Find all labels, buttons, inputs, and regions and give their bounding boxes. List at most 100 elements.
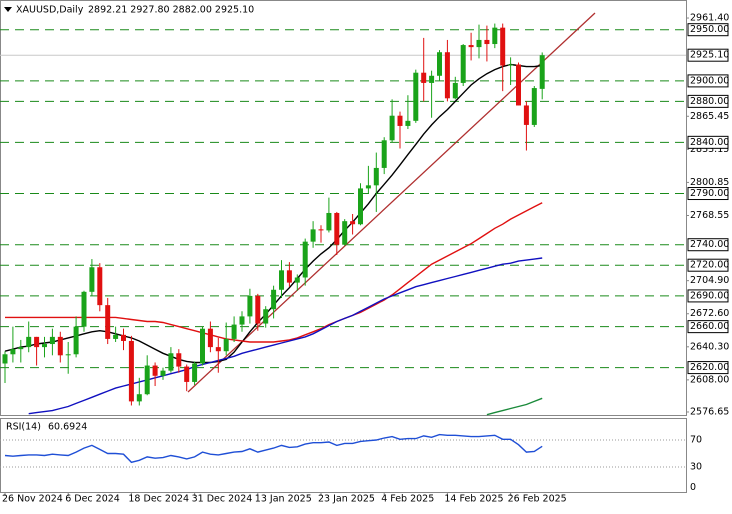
x-tick-label: 31 Dec 2024 xyxy=(192,494,253,505)
level-tag xyxy=(687,258,729,272)
rsi-value: 60.6924 xyxy=(48,422,87,433)
level-tag xyxy=(687,238,729,252)
candle-body xyxy=(492,27,498,45)
level-tag xyxy=(687,361,729,375)
level-tag xyxy=(687,320,729,334)
candle-body xyxy=(97,267,103,306)
candle-body xyxy=(460,45,466,83)
x-tick-label: 4 Feb 2025 xyxy=(381,494,434,505)
candle-body xyxy=(500,27,506,66)
candle-body xyxy=(105,305,111,339)
candle-body xyxy=(508,64,514,66)
x-tick-label: 26 Nov 2024 xyxy=(2,494,63,505)
y-tick-label: 2576.65 xyxy=(690,406,729,417)
level-tag xyxy=(687,187,729,201)
moving-average xyxy=(28,257,543,415)
candle-body xyxy=(437,52,442,76)
candle-body xyxy=(302,241,308,278)
candle-body xyxy=(215,347,221,352)
candle-body xyxy=(73,326,79,355)
x-tick-label: 13 Jan 2025 xyxy=(255,494,312,505)
moving-average xyxy=(486,397,543,416)
candle-body xyxy=(531,88,537,125)
candle-body xyxy=(200,328,205,364)
candle-body xyxy=(318,229,324,231)
rsi-tick-label: 0 xyxy=(690,482,696,493)
rsi-tick-label: 70 xyxy=(690,435,702,446)
current-price-tag xyxy=(687,48,729,62)
candle-body xyxy=(271,289,277,310)
level-label: 2740.00 xyxy=(690,239,729,250)
price-pane-frame xyxy=(0,0,687,416)
candle-body xyxy=(310,229,316,242)
candle-body xyxy=(42,344,47,348)
candle-body xyxy=(523,105,529,125)
candle-body xyxy=(468,45,474,48)
candle-body xyxy=(334,212,340,245)
candle-body xyxy=(10,349,16,355)
level-label: 2880.00 xyxy=(690,96,729,107)
y-tick-label: 2640.30 xyxy=(690,341,729,352)
candle-body xyxy=(57,336,63,356)
candle-body xyxy=(152,365,158,376)
level-label: 2900.00 xyxy=(690,75,729,86)
trend-line xyxy=(187,12,596,393)
candle-body xyxy=(255,295,261,324)
candle-body xyxy=(286,270,292,283)
x-tick-label: 23 Jan 2025 xyxy=(318,494,375,505)
candle-body xyxy=(350,221,356,225)
candle-body xyxy=(413,72,419,121)
candle-body xyxy=(421,72,427,83)
header-ohlc: 2892.21 2927.80 2882.00 2925.10 xyxy=(88,5,254,16)
candle-body xyxy=(326,212,332,231)
candle-body xyxy=(223,338,229,352)
candle-body xyxy=(168,353,174,371)
candle-body xyxy=(263,309,269,324)
candle-body xyxy=(231,324,237,339)
level-label: 2620.00 xyxy=(690,362,729,373)
candle-body xyxy=(373,167,379,186)
candle-body xyxy=(358,188,363,225)
candle-body xyxy=(65,354,71,356)
level-label: 2790.00 xyxy=(690,188,729,199)
candle-body xyxy=(2,354,8,364)
level-tag xyxy=(687,289,729,303)
candle-body xyxy=(381,140,387,168)
candle-body xyxy=(128,340,134,402)
candle-body xyxy=(539,55,545,89)
level-tag xyxy=(687,23,729,37)
y-tick-label: 2768.55 xyxy=(690,210,729,221)
candle-body xyxy=(113,334,119,339)
x-tick-label: 14 Feb 2025 xyxy=(444,494,503,505)
candle-body xyxy=(239,316,245,325)
candle-body xyxy=(247,295,253,317)
candle-body xyxy=(136,394,142,402)
level-tag xyxy=(687,74,729,88)
candle-body xyxy=(34,336,40,348)
candle-body xyxy=(49,336,55,345)
candle-body xyxy=(89,267,95,292)
candle-body xyxy=(342,221,348,245)
candle-body xyxy=(176,353,182,367)
level-label: 2660.00 xyxy=(690,321,729,332)
candle-body xyxy=(81,291,87,327)
level-tag xyxy=(687,94,729,108)
candle-body xyxy=(444,52,450,99)
level-label: 2690.00 xyxy=(690,290,729,301)
candle-body xyxy=(192,363,198,382)
candle-body xyxy=(207,328,213,348)
x-tick-label: 18 Dec 2024 xyxy=(128,494,189,505)
y-tick-label: 2833.15 xyxy=(690,144,729,155)
under-layer xyxy=(0,29,686,369)
candle-body xyxy=(476,39,482,48)
current-price-label: 2925.10 xyxy=(690,50,729,61)
level-label: 2720.00 xyxy=(690,260,729,271)
x-tick-label: 26 Feb 2025 xyxy=(508,494,567,505)
candle-body xyxy=(144,365,150,395)
rsi-tick-label: 30 xyxy=(690,462,702,473)
candle-body xyxy=(452,82,458,99)
candle-body xyxy=(516,64,521,106)
